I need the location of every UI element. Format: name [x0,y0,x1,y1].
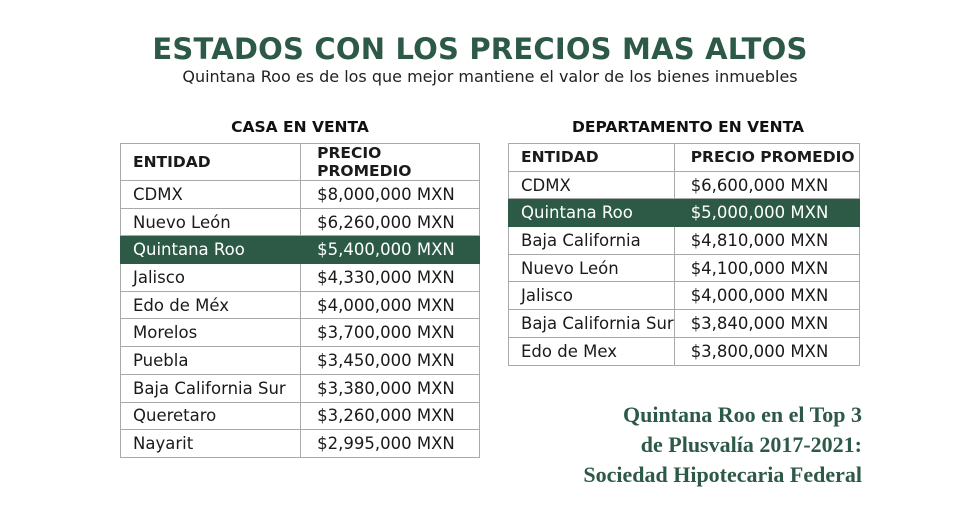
table-row: Jalisco $4,000,000 MXN [508,281,860,311]
precio-cell: $6,600,000 MXN [673,170,860,200]
note-line-3: Sociedad Hipotecaria Federal [583,462,862,487]
table-row: Edo de Mex $3,800,000 MXN [508,336,860,366]
plusvalia-note: Quintana Roo en el Top 3 de Plusvalía 20… [583,400,862,490]
col-precio-header: PRECIO PROMEDIO [300,143,480,181]
precio-cell: $3,380,000 MXN [300,373,480,403]
casa-table-title: CASA EN VENTA [231,118,369,136]
table-row: Morelos $3,700,000 MXN [119,318,480,348]
departamento-table-title: DEPARTAMENTO EN VENTA [571,118,804,136]
table-row: Nayarit $2,995,000 MXN [119,429,480,458]
precio-cell: $5,000,000 MXN [673,198,860,228]
table-header-row: ENTIDAD PRECIO PROMEDIO [508,143,860,172]
page-subtitle: Quintana Roo es de los que mejor mantien… [182,67,798,86]
precio-cell: $3,260,000 MXN [300,401,480,431]
entidad-cell: Puebla [119,346,302,375]
table-row: Edo de Méx $4,000,000 MXN [119,290,480,320]
table-row: Nuevo León $4,100,000 MXN [508,253,860,283]
col-entidad-header: ENTIDAD [119,143,302,181]
note-line-1: Quintana Roo en el Top 3 [622,402,862,427]
table-row-highlighted: Quintana Roo $5,400,000 MXN [119,235,480,265]
table-row: Jalisco $4,330,000 MXN [119,263,480,292]
entidad-cell: CDMX [508,170,675,200]
entidad-cell: Nuevo León [508,253,675,283]
departamento-table: ENTIDAD PRECIO PROMEDIO CDMX $6,600,000 M… [508,143,860,366]
entidad-cell: CDMX [119,180,302,209]
precio-cell: $3,700,000 MXN [300,318,480,348]
precio-cell: $4,330,000 MXN [300,263,480,292]
precio-cell: $3,840,000 MXN [673,309,860,338]
table-row: Baja California $4,810,000 MXN [508,226,860,255]
entidad-cell: Baja California Sur [119,373,302,403]
note-line-2: de Plusvalía 2017-2021: [640,432,862,457]
precio-cell: $8,000,000 MXN [300,180,480,209]
entidad-cell: Edo de Méx [119,290,302,320]
entidad-cell: Baja California Sur [508,309,675,338]
entidad-cell: Nuevo León [119,207,302,237]
precio-cell: $6,260,000 MXN [300,207,480,237]
entidad-cell: Jalisco [119,263,302,292]
col-entidad-header: ENTIDAD [508,143,675,172]
entidad-cell: Baja California [508,226,675,255]
table-row: CDMX $8,000,000 MXN [119,180,480,209]
entidad-cell: Morelos [119,318,302,348]
table-header-row: ENTIDAD PRECIO PROMEDIO [119,143,480,181]
entidad-cell: Quintana Roo [119,235,302,265]
table-row: CDMX $6,600,000 MXN [508,170,860,200]
casa-table: ENTIDAD PRECIO PROMEDIO CDMX $8,000,000 M… [119,143,480,458]
table-row: Puebla $3,450,000 MXN [119,346,480,375]
col-precio-header: PRECIO PROMEDIO [673,143,860,172]
precio-cell: $4,000,000 MXN [300,290,480,320]
entidad-cell: Jalisco [508,281,675,311]
table-row: Baja California Sur $3,840,000 MXN [508,309,860,338]
table-row-highlighted: Quintana Roo $5,000,000 MXN [508,198,860,228]
entidad-cell: Quintana Roo [508,198,675,228]
precio-cell: $3,800,000 MXN [673,336,860,366]
entidad-cell: Queretaro [119,401,302,431]
entidad-cell: Nayarit [119,429,302,458]
page-title: ESTADOS CON LOS PRECIOS MAS ALTOS [152,32,808,66]
entidad-cell: Edo de Mex [508,336,675,366]
precio-cell: $3,450,000 MXN [300,346,480,375]
precio-cell: $4,100,000 MXN [673,253,860,283]
precio-cell: $2,995,000 MXN [300,429,480,458]
table-row: Queretaro $3,260,000 MXN [119,401,480,431]
table-row: Baja California Sur $3,380,000 MXN [119,373,480,403]
table-row: Nuevo León $6,260,000 MXN [119,207,480,237]
precio-cell: $5,400,000 MXN [300,235,480,265]
precio-cell: $4,000,000 MXN [673,281,860,311]
precio-cell: $4,810,000 MXN [673,226,860,255]
